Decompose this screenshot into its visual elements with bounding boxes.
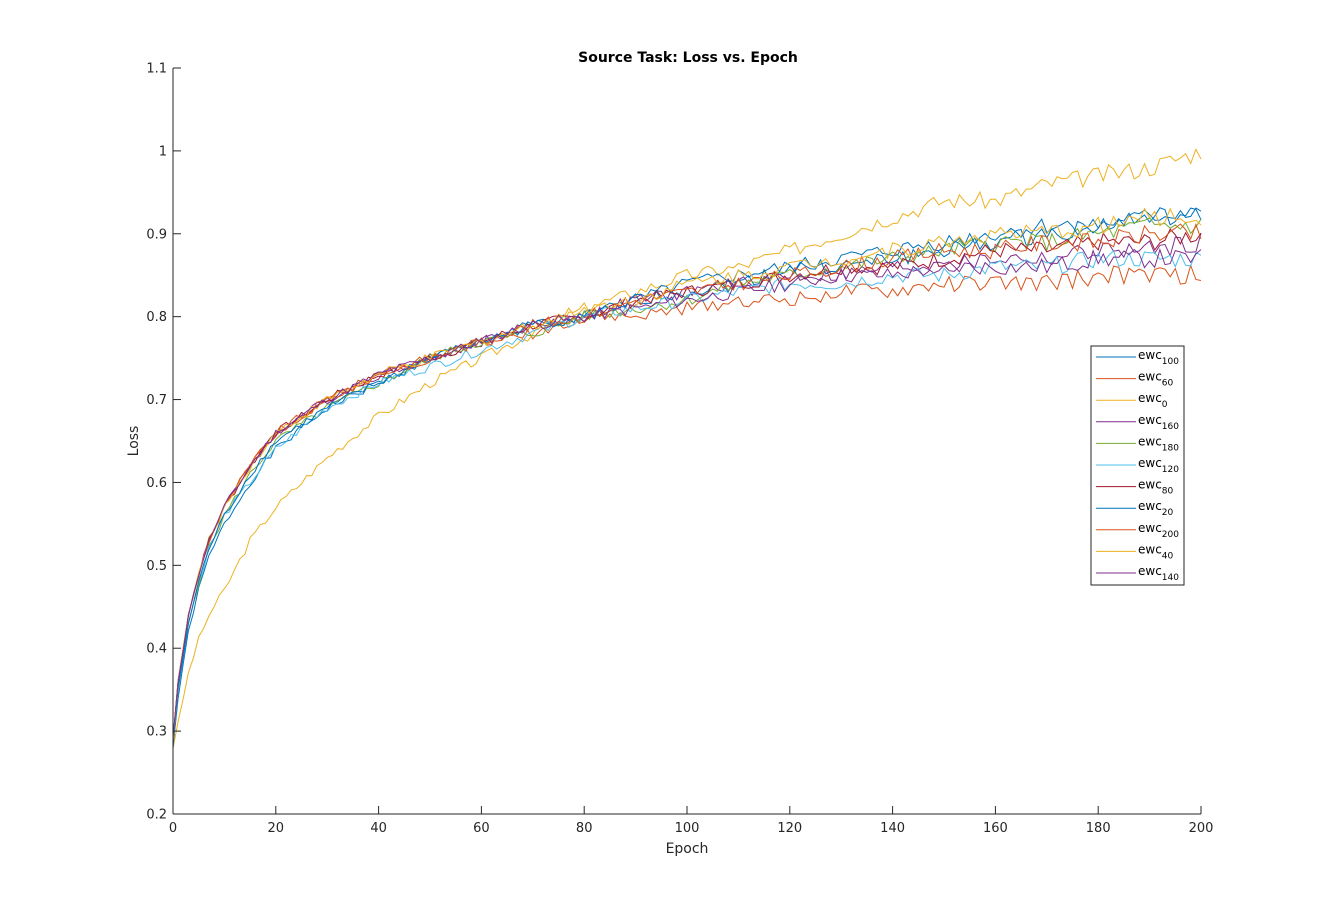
ticks-layer: 0 20 40 60 80 100 120 140 160 180 2000.20.30.40.50… [146, 62, 1213, 837]
legend-entry-subscript: 180 [1162, 443, 1179, 453]
legend-entry-subscript: 80 [1162, 487, 1174, 497]
legend-entry-ewc-60: ewc60 [1138, 370, 1174, 389]
x-tick-label: 140 [880, 821, 905, 836]
legend-entry-ewc-100: ewc100 [1138, 348, 1179, 367]
y-tick-label: 0.3 [146, 725, 167, 740]
legend-entry-subscript: 0 [1162, 400, 1168, 410]
legend-entry-name: ewc [1138, 521, 1162, 535]
series-line-ewc-80 [172, 228, 1202, 740]
legend-entry-subscript: 120 [1162, 465, 1179, 475]
y-tick-label: 0.9 [146, 227, 167, 242]
legend-entry-ewc-80: ewc80 [1138, 478, 1174, 497]
series-line-ewc-20 [172, 207, 1202, 749]
series-line-ewc-140 [172, 248, 1202, 739]
chart-title: Source Task: Loss vs. Epoch [578, 50, 798, 66]
y-tick-label: 0.6 [146, 476, 167, 491]
y-tick-label: 0.8 [146, 310, 167, 325]
legend-entry-name: ewc [1138, 542, 1162, 556]
series-line-ewc-180 [172, 217, 1202, 747]
legend-entry-ewc-20: ewc20 [1138, 499, 1174, 518]
x-tick-label: 0 [169, 821, 177, 836]
legend-entry-name: ewc [1138, 499, 1162, 513]
legend-entry-subscript: 200 [1162, 530, 1179, 540]
series-line-ewc-200 [172, 223, 1202, 741]
legend-entry-name: ewc [1138, 478, 1162, 492]
legend-entry-subscript: 100 [1162, 357, 1179, 367]
y-tick-label: 0.4 [146, 642, 167, 657]
legend-entry-name: ewc [1138, 564, 1162, 578]
legend-entry-subscript: 20 [1162, 508, 1174, 518]
legend-entry-ewc-40: ewc40 [1138, 542, 1174, 561]
series-line-ewc-60 [172, 263, 1202, 740]
y-tick-label: 1.1 [146, 62, 167, 77]
legend-entry-name: ewc [1138, 413, 1162, 427]
legend-entry-ewc-120: ewc120 [1138, 456, 1179, 475]
x-tick-label: 200 [1189, 821, 1214, 836]
legend-entry-ewc-160: ewc160 [1138, 413, 1179, 432]
legend-entry-subscript: 40 [1162, 551, 1174, 561]
legend-entry-name: ewc [1138, 434, 1162, 448]
y-tick-label: 0.7 [146, 393, 167, 408]
legend: ewc100ewc60ewc0ewc160ewc180ewc120ewc80ew… [1090, 345, 1185, 586]
legend-entry-ewc-0: ewc0 [1138, 391, 1168, 410]
x-axis-label: Epoch [666, 841, 709, 857]
x-tick-label: 60 [473, 821, 490, 836]
y-tick-label: 0.5 [146, 559, 167, 574]
legend-entry-name: ewc [1138, 391, 1162, 405]
x-tick-label: 40 [370, 821, 387, 836]
x-tick-label: 180 [1086, 821, 1111, 836]
legend-entry-subscript: 60 [1162, 379, 1174, 389]
legend-entry-name: ewc [1138, 370, 1162, 384]
x-tick-label: 100 [675, 821, 700, 836]
legend-entry-ewc-140: ewc140 [1138, 564, 1179, 583]
x-tick-label: 120 [777, 821, 802, 836]
y-tick-label: 0.2 [146, 808, 167, 823]
legend-entry-name: ewc [1138, 348, 1162, 362]
axes-layer [172, 68, 1201, 815]
x-tick-label: 80 [576, 821, 593, 836]
series-layer [172, 148, 1202, 749]
series-line-ewc-40 [172, 207, 1202, 741]
legend-entry-ewc-200: ewc200 [1138, 521, 1179, 540]
y-tick-label: 1 [159, 144, 167, 159]
legend-entry-ewc-180: ewc180 [1138, 434, 1179, 453]
legend-entry-name: ewc [1138, 456, 1162, 470]
legend-items: ewc100ewc60ewc0ewc160ewc180ewc120ewc80ew… [1096, 348, 1179, 583]
legend-entry-subscript: 140 [1162, 573, 1179, 583]
x-tick-label: 20 [268, 821, 285, 836]
series-line-ewc-0 [172, 148, 1202, 749]
series-line-ewc-160 [172, 232, 1202, 741]
series-line-ewc-120 [172, 249, 1202, 747]
legend-entry-subscript: 160 [1162, 422, 1179, 432]
x-tick-label: 160 [983, 821, 1008, 836]
y-axis-label: Loss [126, 426, 142, 457]
